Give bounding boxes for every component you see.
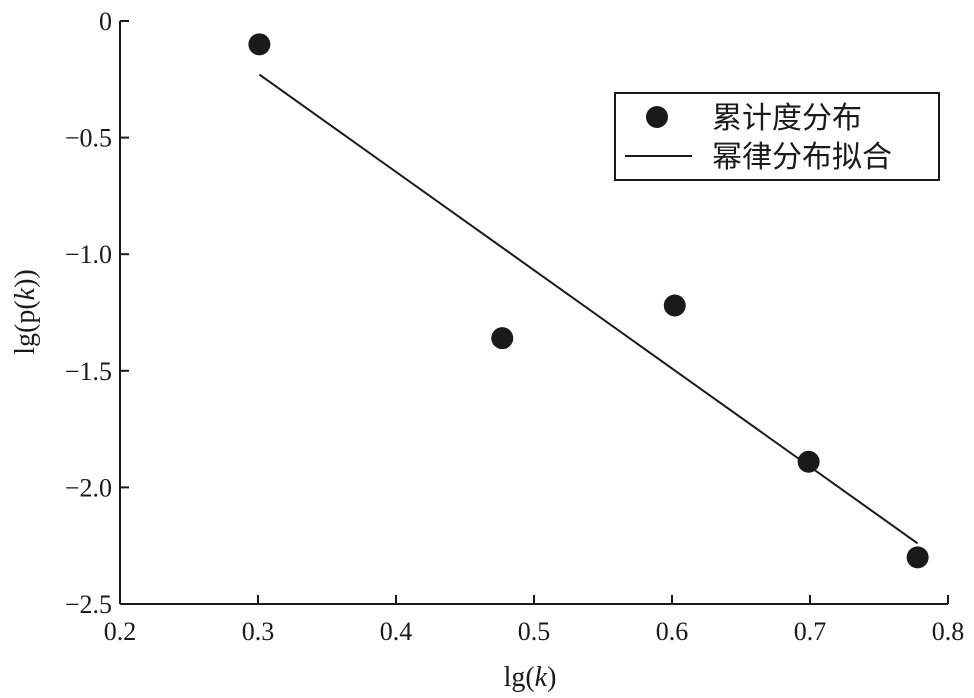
y-tick-label: −1.5 [65, 357, 112, 386]
y-tick-label: −2.5 [65, 590, 112, 619]
data-point [663, 294, 686, 317]
x-tick-label: 0.2 [104, 617, 137, 646]
x-tick-label: 0.6 [656, 617, 689, 646]
y-tick-label: −2.0 [65, 473, 112, 502]
data-point [797, 450, 820, 473]
data-point [906, 546, 929, 569]
plot-area [248, 33, 929, 569]
y-tick-label: 0 [99, 7, 112, 36]
legend: 累计度分布 幂律分布拟合 [614, 92, 940, 181]
legend-box [614, 92, 940, 181]
legend-marker-cumulative [646, 106, 668, 128]
x-tick-label: 0.8 [932, 617, 965, 646]
data-point [248, 33, 271, 56]
y-tick-label: −0.5 [65, 124, 112, 153]
x-tick-label: 0.4 [380, 617, 413, 646]
ticks: 0.2 0.3 0.4 0.5 0.6 0.7 0.8 0 −0.5 −1.0 −1.5 −2.0 −2… [65, 7, 964, 646]
x-tick-label: 0.5 [518, 617, 551, 646]
x-tick-label: 0.7 [794, 617, 827, 646]
legend-label-fit: 幂律分布拟合 [712, 140, 892, 175]
x-axis-title: lg(k) [504, 662, 557, 693]
y-axis-title: lg(p(k)) [10, 269, 41, 355]
legend-label-cumulative: 累计度分布 [712, 101, 862, 136]
y-tick-label: −1.0 [65, 240, 112, 269]
data-point [491, 327, 514, 350]
x-tick-label: 0.3 [242, 617, 275, 646]
